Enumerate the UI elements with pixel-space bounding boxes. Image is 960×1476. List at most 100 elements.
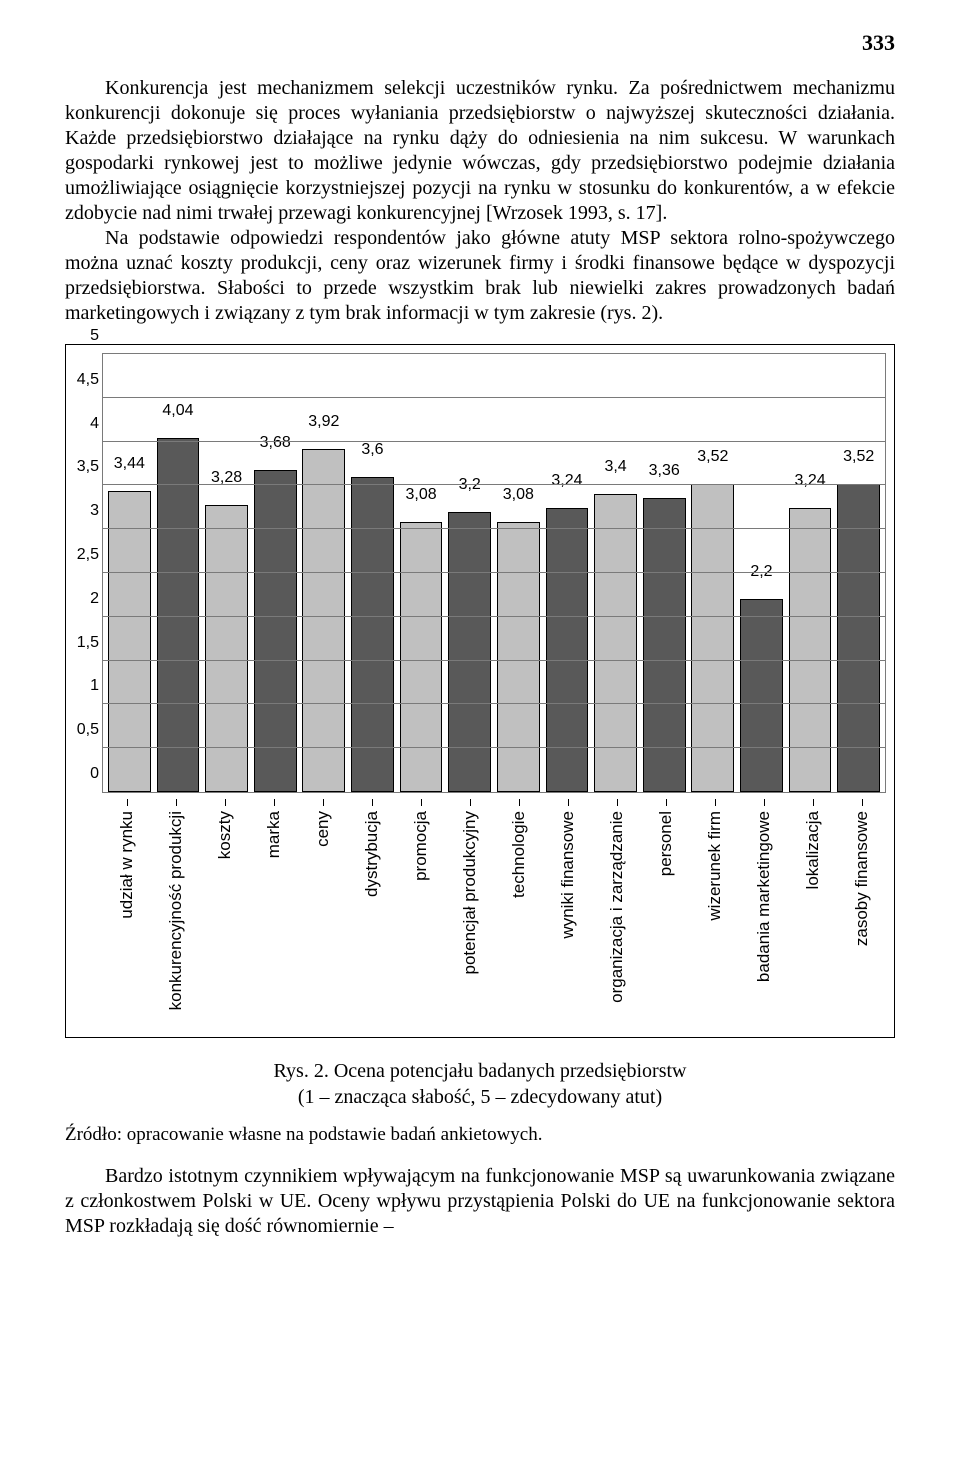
chart-bar-slot: 3,28 xyxy=(202,354,251,792)
body-paragraph-2: Na podstawie odpowiedzi respondentów jak… xyxy=(65,226,895,326)
chart-gridline xyxy=(103,484,885,485)
chart-bar-value-label: 4,04 xyxy=(162,402,193,420)
chart-x-label: wizerunek firm xyxy=(705,811,725,921)
chart-bar-slot: 3,2 xyxy=(445,354,494,792)
chart-x-tick-mark xyxy=(127,799,128,806)
chart-x-tick-mark xyxy=(813,799,814,806)
chart-x-tick-mark xyxy=(568,799,569,806)
chart-bar-slot: 2,2 xyxy=(737,354,786,792)
chart-bar-value-label: 3,4 xyxy=(604,458,626,476)
chart-y-tick-label: 5 xyxy=(69,327,99,345)
chart-x-tick-slot: promocja xyxy=(396,799,445,1029)
chart-bar xyxy=(351,477,394,792)
chart-x-tick-slot: wizerunek firm xyxy=(690,799,739,1029)
chart-x-tick-slot: zasoby finansowe xyxy=(837,799,886,1029)
chart-bar xyxy=(789,508,832,792)
chart-bar-slot: 3,52 xyxy=(689,354,738,792)
chart-x-tick-mark xyxy=(372,799,373,806)
chart-plot-area: 3,444,043,283,683,923,63,083,23,083,243,… xyxy=(102,353,886,793)
chart-y-tick-label: 3 xyxy=(69,502,99,520)
chart-x-tick-slot: potencjał produkcyjny xyxy=(445,799,494,1029)
page-number: 333 xyxy=(65,30,895,56)
chart-bar-slot: 3,44 xyxy=(105,354,154,792)
chart-bar-slot: 3,08 xyxy=(494,354,543,792)
chart-x-tick-mark xyxy=(519,799,520,806)
chart-bar-value-label: 3,36 xyxy=(649,462,680,480)
chart-x-tick-slot: badania marketingowe xyxy=(739,799,788,1029)
chart-gridline xyxy=(103,660,885,661)
chart-bar xyxy=(205,505,248,792)
chart-bar-value-label: 3,92 xyxy=(308,413,339,431)
chart-x-label: marka xyxy=(264,811,284,858)
chart-bar-value-label: 3,6 xyxy=(361,441,383,459)
chart-y-tick-label: 1,5 xyxy=(69,634,99,652)
chart-bar-slot: 3,24 xyxy=(786,354,835,792)
chart-bar-slot: 3,92 xyxy=(300,354,349,792)
chart-gridline xyxy=(103,616,885,617)
chart-y-tick-label: 4 xyxy=(69,415,99,433)
chart-bar-slot: 3,52 xyxy=(834,354,883,792)
chart-bar xyxy=(691,484,734,792)
chart-bar-slot: 3,6 xyxy=(348,354,397,792)
chart-container: 3,444,043,283,683,923,63,083,23,083,243,… xyxy=(65,344,895,1038)
chart-y-tick-label: 2 xyxy=(69,590,99,608)
chart-bars-row: 3,444,043,283,683,923,63,083,23,083,243,… xyxy=(103,354,885,792)
chart-bar-value-label: 3,08 xyxy=(503,486,534,504)
chart-x-label: udział w rynku xyxy=(117,811,137,919)
chart-x-tick-mark xyxy=(470,799,471,806)
chart-x-tick-mark xyxy=(176,799,177,806)
chart-bar xyxy=(400,522,443,792)
chart-bar-value-label: 3,24 xyxy=(551,472,582,490)
chart-gridline xyxy=(103,441,885,442)
caption-line-1: Rys. 2. Ocena potencjału badanych przeds… xyxy=(274,1060,687,1082)
chart-x-label: promocja xyxy=(411,811,431,881)
chart-x-tick-mark xyxy=(323,799,324,806)
chart-x-tick-slot: personel xyxy=(641,799,690,1029)
chart-x-tick-slot: dystrybucja xyxy=(347,799,396,1029)
chart-x-label: organizacja i zarządzanie xyxy=(607,811,627,1003)
chart-y-tick-label: 0 xyxy=(69,765,99,783)
chart-y-tick-label: 0,5 xyxy=(69,721,99,739)
chart-x-label: koszty xyxy=(215,811,235,859)
chart-x-axis: udział w rynku konkurencyjność produkcji k… xyxy=(102,799,886,1029)
chart-x-tick-slot: wyniki finansowe xyxy=(543,799,592,1029)
chart-gridline xyxy=(103,528,885,529)
chart-bar xyxy=(546,508,589,792)
chart-x-label: badania marketingowe xyxy=(754,811,774,982)
chart-bar-slot: 3,36 xyxy=(640,354,689,792)
chart-x-tick-mark xyxy=(421,799,422,806)
chart-bar-value-label: 3,24 xyxy=(794,472,825,490)
chart-x-tick-mark xyxy=(274,799,275,806)
chart-gridline xyxy=(103,397,885,398)
chart-x-tick-slot: udział w rynku xyxy=(102,799,151,1029)
body-paragraph-1: Konkurencja jest mechanizmem selekcji uc… xyxy=(65,76,895,226)
chart-y-tick-label: 4,5 xyxy=(69,371,99,389)
chart-bar-value-label: 3,68 xyxy=(260,434,291,452)
chart-y-tick-label: 2,5 xyxy=(69,546,99,564)
chart-x-tick-slot: organizacja i zarządzanie xyxy=(592,799,641,1029)
chart-bar xyxy=(302,449,345,792)
chart-bar-slot: 3,4 xyxy=(591,354,640,792)
chart-x-tick-slot: lokalizacja xyxy=(788,799,837,1029)
chart-x-tick-mark xyxy=(666,799,667,806)
body-paragraph-3: Bardzo istotnym czynnikiem wpływającym n… xyxy=(65,1164,895,1239)
chart-x-tick-mark xyxy=(225,799,226,806)
chart-x-label: potencjał produkcyjny xyxy=(460,811,480,974)
chart-gridline xyxy=(103,572,885,573)
chart-x-label: ceny xyxy=(313,811,333,847)
chart-source: Źródło: opracowanie własne na podstawie … xyxy=(65,1124,895,1146)
chart-x-tick-mark xyxy=(764,799,765,806)
chart-bar xyxy=(740,599,783,792)
chart-x-tick-slot: ceny xyxy=(298,799,347,1029)
chart-bar xyxy=(254,470,297,792)
chart-bar-slot: 3,08 xyxy=(397,354,446,792)
chart-x-label: konkurencyjność produkcji xyxy=(166,811,186,1010)
chart-y-tick-label: 1 xyxy=(69,677,99,695)
chart-x-tick-mark xyxy=(715,799,716,806)
chart-bar-value-label: 3,52 xyxy=(697,448,728,466)
chart-x-tick-slot: koszty xyxy=(200,799,249,1029)
chart-bar xyxy=(497,522,540,792)
chart-bar-slot: 3,68 xyxy=(251,354,300,792)
chart-caption: Rys. 2. Ocena potencjału badanych przeds… xyxy=(65,1058,895,1110)
chart-bar-value-label: 3,52 xyxy=(843,448,874,466)
